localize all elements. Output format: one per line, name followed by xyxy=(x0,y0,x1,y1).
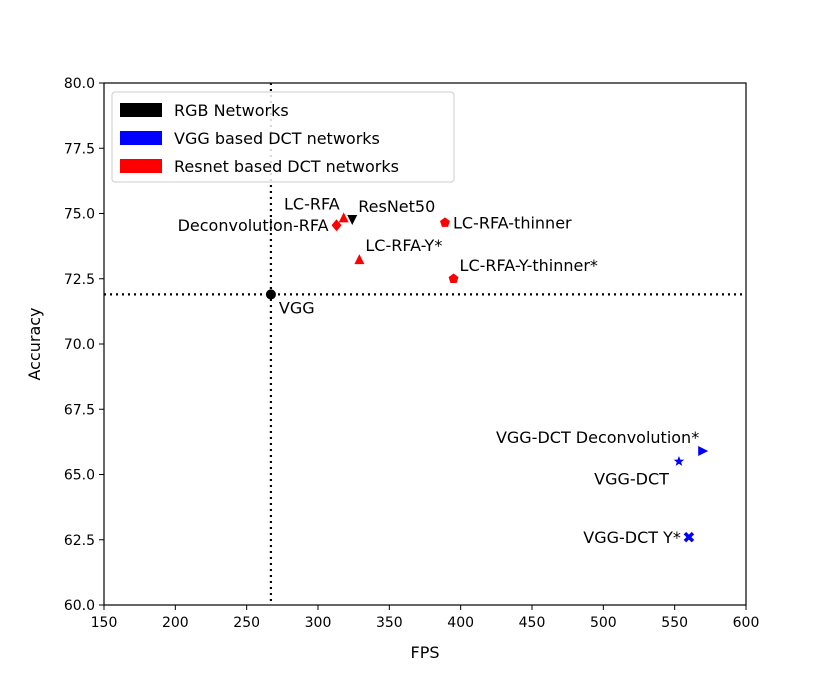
data-point xyxy=(354,254,365,265)
legend: RGB Networks VGG based DCT networks Resnet… xyxy=(111,91,455,183)
data-point xyxy=(698,446,709,457)
x-tick-label: 600 xyxy=(733,615,760,631)
data-point-label: VGG-DCT Deconvolution* xyxy=(496,428,699,447)
legend-label: RGB Networks xyxy=(174,101,289,120)
x-tick-label: 450 xyxy=(519,615,546,631)
y-tick-label: 72.5 xyxy=(64,272,95,288)
legend-label: Resnet based DCT networks xyxy=(174,157,399,176)
data-points xyxy=(265,212,709,543)
data-point-label: LC-RFA-thinner xyxy=(453,214,572,233)
x-tick-label: 300 xyxy=(305,615,332,631)
legend-label: VGG based DCT networks xyxy=(174,129,380,148)
y-tick-label: 75.0 xyxy=(64,207,95,223)
y-tick-label: 65.0 xyxy=(64,468,95,484)
x-axis-ticks: 150 200 250 300 350 400 450 500 550 600 xyxy=(91,605,760,631)
x-tick-label: 500 xyxy=(590,615,617,631)
y-tick-label: 60.0 xyxy=(64,598,95,614)
x-tick-label: 400 xyxy=(447,615,474,631)
y-tick-label: 80.0 xyxy=(64,76,95,92)
data-point xyxy=(673,455,685,466)
data-point xyxy=(440,217,450,227)
y-tick-label: 70.0 xyxy=(64,337,95,353)
reference-lines xyxy=(104,83,746,605)
data-point xyxy=(683,531,695,543)
data-point-label: VGG-DCT Y* xyxy=(583,528,681,547)
data-point-label: VGG-DCT xyxy=(594,469,669,488)
point-labels: VGG ResNet50 LC-RFA Deconvolution-RFA LC-RFA… xyxy=(178,194,700,547)
data-point-label: ResNet50 xyxy=(358,197,435,216)
legend-box xyxy=(111,91,455,183)
data-point-label: VGG xyxy=(279,298,315,317)
x-axis-label: FPS xyxy=(410,643,439,662)
data-point xyxy=(347,215,358,226)
y-axis-ticks: 60.0 62.5 65.0 67.5 70.0 72.5 75.0 77.5 80.0 xyxy=(64,76,104,614)
data-point-label: LC-RFA-Y* xyxy=(365,236,442,255)
data-point xyxy=(331,219,342,232)
x-tick-label: 250 xyxy=(233,615,260,631)
x-tick-label: 550 xyxy=(661,615,688,631)
x-marker-stroke xyxy=(683,531,695,543)
y-axis-label: Accuracy xyxy=(25,307,44,380)
legend-swatch xyxy=(120,131,162,145)
data-point xyxy=(338,212,349,223)
y-tick-label: 77.5 xyxy=(64,141,95,157)
data-point-label: Deconvolution-RFA xyxy=(178,216,329,235)
data-point xyxy=(448,273,459,283)
data-point-label: LC-RFA-Y-thinner* xyxy=(460,256,598,275)
data-point xyxy=(265,289,276,300)
x-tick-label: 150 xyxy=(91,615,118,631)
data-point-label: LC-RFA xyxy=(284,194,340,213)
y-tick-label: 62.5 xyxy=(64,533,95,549)
legend-swatch xyxy=(120,159,162,173)
legend-swatch xyxy=(120,103,162,117)
y-tick-label: 67.5 xyxy=(64,402,95,418)
x-tick-label: 200 xyxy=(162,615,189,631)
x-tick-label: 350 xyxy=(376,615,403,631)
